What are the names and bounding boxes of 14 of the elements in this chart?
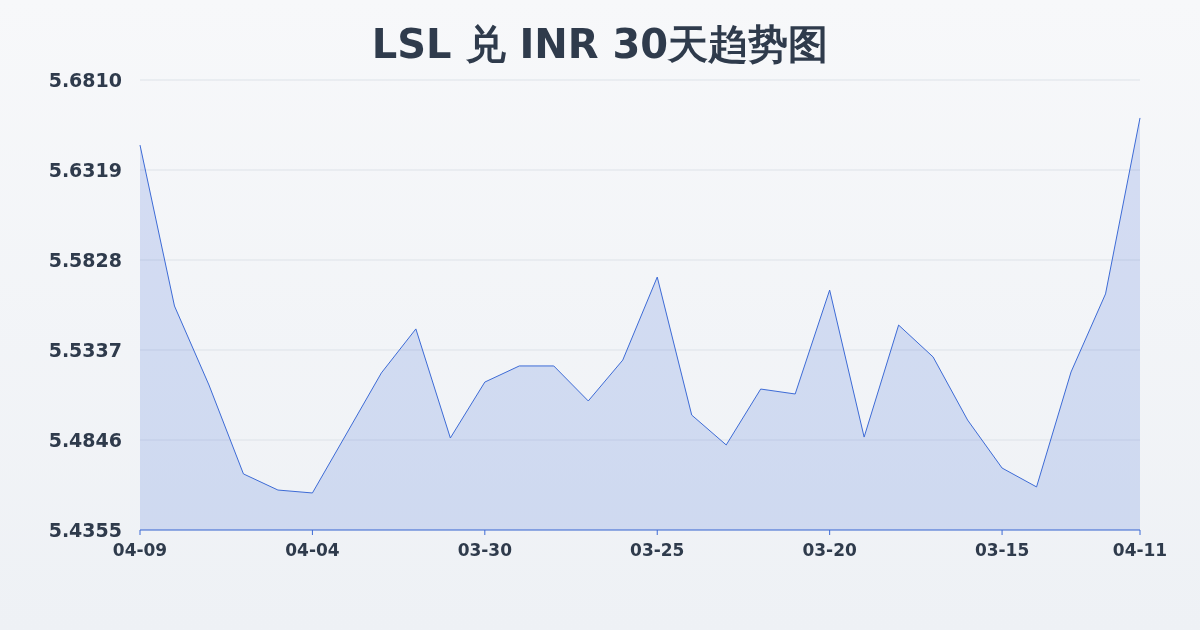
y-tick-label: 5.6319 bbox=[48, 158, 122, 181]
y-tick-label: 5.5337 bbox=[48, 338, 122, 361]
y-tick-label: 5.5828 bbox=[48, 248, 122, 271]
y-tick-label: 5.6810 bbox=[48, 68, 122, 91]
x-tick-label: 03-15 bbox=[974, 540, 1030, 560]
y-tick-label: 5.4355 bbox=[48, 518, 122, 541]
x-tick-label: 03-20 bbox=[802, 540, 858, 560]
x-tick-label: 04-04 bbox=[285, 540, 340, 560]
x-tick-label: 03-25 bbox=[630, 540, 685, 560]
y-tick-label: 5.4846 bbox=[48, 428, 122, 451]
x-tick-label: 03-30 bbox=[457, 540, 513, 560]
x-tick-label: 04-11 bbox=[1112, 540, 1168, 560]
chart-title: LSL 兑 INR 30天趋势图 bbox=[371, 21, 829, 67]
x-tick-label: 04-09 bbox=[112, 540, 168, 560]
